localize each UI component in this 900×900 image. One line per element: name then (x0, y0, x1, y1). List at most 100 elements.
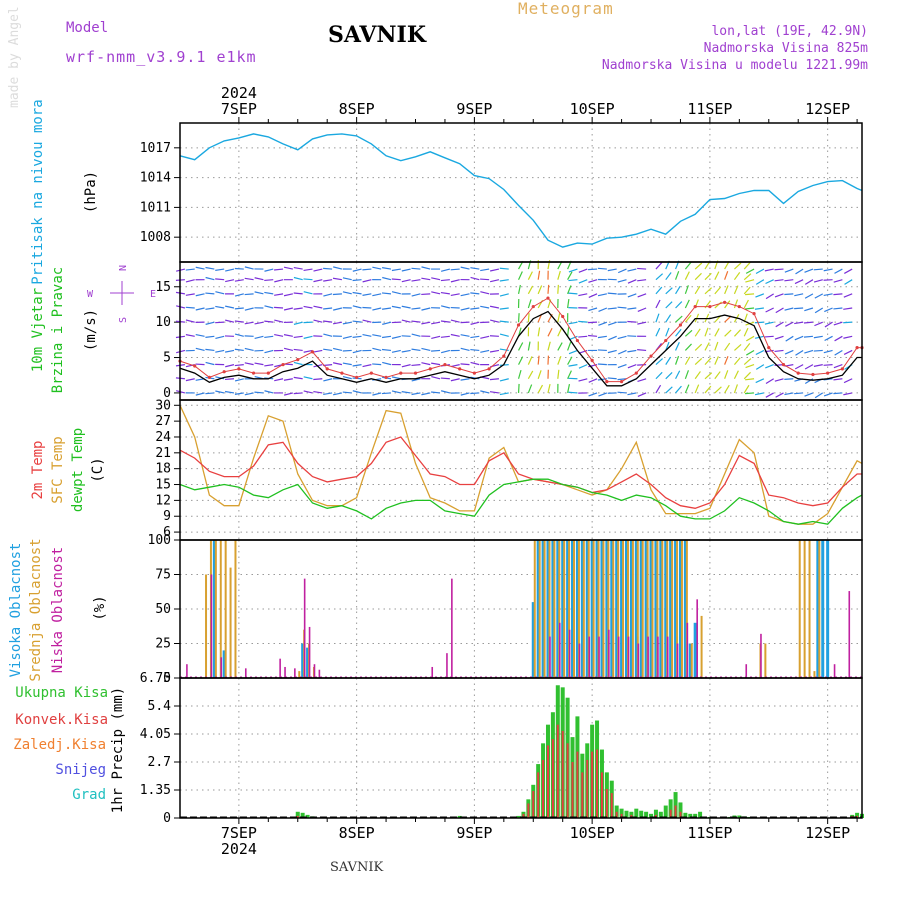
wind-arrow (470, 392, 480, 395)
wind-arrow (843, 378, 853, 384)
wind-arrow (823, 293, 833, 296)
wind-arrow (518, 356, 524, 365)
wind-arrow (824, 307, 833, 313)
wind-arrow (421, 307, 431, 311)
conv-precip-bar (856, 815, 859, 818)
wind-arrow (470, 267, 480, 270)
high-cloud-bar (610, 540, 614, 678)
wind-arrow (352, 279, 362, 282)
wind-arrow (411, 333, 421, 337)
conv-precip-bar (596, 749, 599, 818)
wind-arrow (490, 279, 500, 283)
low-cloud-bar (568, 629, 571, 678)
wind-arrow (537, 270, 541, 280)
year-label-bottom: 2024 (221, 840, 257, 858)
wind-arrow (499, 320, 509, 323)
wind-arrow (499, 293, 509, 297)
low-cloud-bar (220, 657, 223, 678)
wind-arrow (694, 371, 701, 380)
wind-arrow (333, 266, 343, 270)
mid-cloud-bar (592, 540, 595, 678)
wind-arrow (745, 268, 755, 274)
mid-cloud-bar (553, 540, 556, 678)
wind-arrow (755, 364, 765, 370)
wind-arrow (411, 364, 421, 367)
wind-arrow (313, 349, 323, 353)
wind-arrow (283, 293, 293, 297)
wind-arrow (195, 307, 205, 311)
wind-arrow (714, 301, 722, 309)
low-cloud-bar (657, 636, 659, 678)
low-cloud-bar (696, 599, 698, 678)
wind-arrow (195, 266, 205, 270)
wind-arrow (480, 291, 490, 295)
high-cloud-bar (821, 540, 825, 678)
wind-arrow (775, 392, 784, 398)
wind-arrow (244, 266, 254, 270)
wind-arrow (480, 390, 490, 394)
wind-arrow (655, 371, 663, 380)
wind-arrow (527, 285, 534, 295)
wind-arrow (578, 335, 588, 338)
wind-arrow (578, 364, 588, 369)
mid-cloud-bar (224, 540, 227, 678)
wind-arrow (637, 267, 647, 270)
wind-arrow (568, 321, 578, 325)
mid-cloud-bar (641, 540, 644, 678)
compass-s-label: S (118, 317, 129, 323)
page-subtitle: Meteogram (518, 0, 614, 18)
wind-arrow (684, 261, 692, 270)
page-title: SAVNIK (328, 22, 426, 48)
wind-arrow (313, 319, 323, 323)
wind-arrow (215, 390, 225, 394)
wind-arrow (303, 291, 313, 295)
gust-marker (413, 371, 418, 375)
label-pressure: Pritisak na nivou mora (30, 99, 46, 284)
gust-marker (546, 296, 550, 300)
wind-arrow (342, 277, 352, 281)
wind-arrow (254, 335, 264, 339)
wind-arrow (303, 390, 313, 394)
wind-arrow (694, 343, 703, 351)
wind-arrow (814, 321, 823, 327)
wind-arrow (567, 383, 571, 394)
wind-arrow (264, 364, 274, 367)
conv-precip-bar (586, 759, 589, 818)
wind-arrow (724, 342, 731, 351)
wind-arrow (578, 320, 588, 323)
wind-arrow (470, 348, 480, 352)
wind-arrow (234, 392, 244, 395)
wind-arrow (342, 375, 352, 380)
mid-cloud-bar (764, 643, 767, 678)
wind-arrow (440, 279, 450, 282)
wind-arrow (567, 370, 572, 380)
unit-cloud: (%) (92, 595, 108, 620)
low-cloud-bar (676, 643, 679, 678)
total-precip-bar (663, 805, 668, 818)
total-precip-bar (639, 810, 644, 818)
wind-arrow (313, 268, 323, 272)
low-cloud-bar (760, 633, 762, 678)
wind-arrow (775, 307, 784, 314)
mid-cloud-bar (602, 540, 605, 678)
wind-arrow (665, 272, 672, 281)
wind-arrow (537, 384, 544, 394)
gust-marker (840, 367, 844, 371)
wind-arrow (421, 293, 431, 296)
wind-arrow (784, 293, 794, 296)
wind-arrow (460, 392, 470, 396)
wind-arrow (627, 364, 637, 369)
wind-arrow (743, 327, 749, 337)
wind-arrow (440, 305, 451, 309)
wind-arrow (372, 307, 382, 311)
wind-arrow (293, 335, 303, 339)
low-cloud-bar (244, 668, 247, 678)
wind-arrow (568, 292, 578, 295)
wind-arrow (588, 307, 598, 312)
wind-arrow (774, 349, 784, 353)
wind-arrow (637, 279, 647, 282)
wind-arrow (607, 349, 617, 354)
wind-arrow (470, 321, 480, 325)
wind-arrow (637, 321, 647, 325)
wind-arrow (205, 392, 215, 395)
